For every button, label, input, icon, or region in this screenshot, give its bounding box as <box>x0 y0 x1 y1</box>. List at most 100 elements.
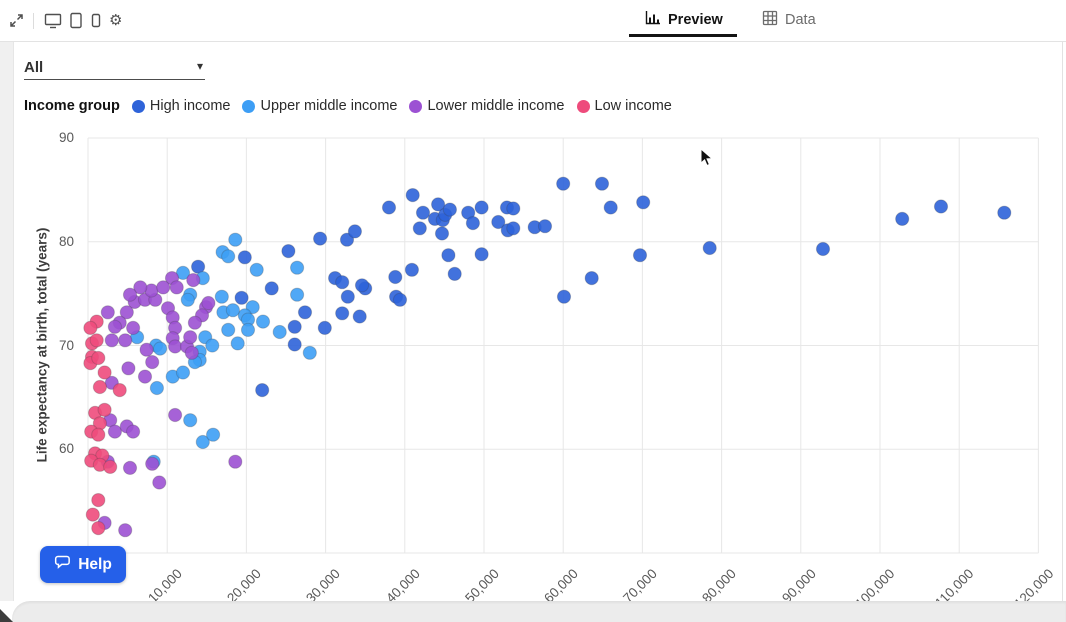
data-point[interactable] <box>702 240 717 256</box>
data-point[interactable] <box>183 413 198 428</box>
data-point[interactable] <box>92 379 108 395</box>
data-point[interactable] <box>149 380 164 396</box>
data-point[interactable] <box>153 341 168 356</box>
data-point[interactable] <box>506 201 521 216</box>
data-point[interactable] <box>139 342 154 357</box>
data-point[interactable] <box>184 345 199 360</box>
expand-icon[interactable] <box>8 12 25 34</box>
data-point[interactable] <box>214 289 229 304</box>
data-point[interactable] <box>636 195 651 210</box>
data-point[interactable] <box>221 322 236 337</box>
legend-item-2[interactable]: Lower middle income <box>409 98 565 114</box>
data-point[interactable] <box>340 289 355 304</box>
data-point[interactable] <box>91 493 106 508</box>
data-point[interactable] <box>206 427 221 442</box>
data-point[interactable] <box>187 315 202 330</box>
data-point[interactable] <box>441 248 456 263</box>
data-point[interactable] <box>287 337 302 352</box>
data-point[interactable] <box>175 365 191 380</box>
data-point[interactable] <box>388 269 403 285</box>
data-point[interactable] <box>152 475 167 490</box>
data-point[interactable] <box>205 338 220 353</box>
data-point[interactable] <box>404 262 419 277</box>
data-point[interactable] <box>221 249 236 264</box>
data-point[interactable] <box>240 322 256 337</box>
data-point[interactable] <box>186 273 201 288</box>
data-point[interactable] <box>434 226 450 241</box>
help-button[interactable]: Help <box>40 546 126 583</box>
data-point[interactable] <box>107 319 123 334</box>
data-point[interactable] <box>556 289 572 304</box>
data-point[interactable] <box>91 521 106 536</box>
data-point[interactable] <box>183 330 198 345</box>
data-point[interactable] <box>168 339 183 354</box>
data-point[interactable] <box>302 345 317 360</box>
data-point[interactable] <box>191 259 206 274</box>
data-point[interactable] <box>175 265 191 280</box>
data-point[interactable] <box>335 306 350 321</box>
data-point[interactable] <box>97 402 112 417</box>
data-point[interactable] <box>225 303 240 318</box>
data-point[interactable] <box>347 224 362 239</box>
data-point[interactable] <box>594 176 610 191</box>
data-point[interactable] <box>119 305 134 320</box>
data-point[interactable] <box>126 424 141 439</box>
data-point[interactable] <box>290 287 305 302</box>
legend-item-3[interactable]: Low income <box>576 98 672 114</box>
data-point[interactable] <box>195 434 210 450</box>
data-point[interactable] <box>89 333 104 348</box>
tab-data[interactable]: Data <box>762 0 816 40</box>
data-point[interactable] <box>997 205 1012 220</box>
desktop-preview-icon[interactable] <box>44 12 62 34</box>
data-point[interactable] <box>297 305 313 320</box>
data-point[interactable] <box>412 221 427 236</box>
data-point[interactable] <box>169 280 184 295</box>
data-point[interactable] <box>313 231 328 246</box>
data-point[interactable] <box>121 361 136 376</box>
data-point[interactable] <box>156 280 171 295</box>
data-point[interactable] <box>933 199 949 214</box>
data-point[interactable] <box>537 219 553 234</box>
data-point[interactable] <box>603 200 618 215</box>
data-point[interactable] <box>447 266 462 281</box>
data-point[interactable] <box>491 214 506 230</box>
data-point[interactable] <box>354 278 370 293</box>
income-filter-select[interactable]: All ▾ <box>24 55 205 80</box>
data-point[interactable] <box>290 260 305 275</box>
data-point[interactable] <box>100 305 115 320</box>
data-point[interactable] <box>104 333 119 348</box>
data-point[interactable] <box>272 324 287 340</box>
data-point[interactable] <box>122 287 138 302</box>
data-point[interactable] <box>381 200 397 215</box>
data-point[interactable] <box>255 314 271 329</box>
data-point[interactable] <box>506 221 521 236</box>
data-point[interactable] <box>133 280 148 295</box>
data-point[interactable] <box>103 459 118 474</box>
data-point[interactable] <box>145 355 160 370</box>
data-point[interactable] <box>815 241 831 257</box>
data-point[interactable] <box>145 456 160 471</box>
data-point[interactable] <box>632 248 648 263</box>
data-point[interactable] <box>465 216 480 231</box>
data-point[interactable] <box>352 309 367 324</box>
data-point[interactable] <box>230 336 245 351</box>
data-point[interactable] <box>168 407 183 423</box>
data-point[interactable] <box>895 211 910 226</box>
data-point[interactable] <box>317 320 332 335</box>
data-point[interactable] <box>85 507 100 522</box>
data-point[interactable] <box>91 427 106 442</box>
data-point[interactable] <box>287 319 302 334</box>
data-point[interactable] <box>415 205 431 220</box>
data-point[interactable] <box>97 365 112 380</box>
data-point[interactable] <box>228 232 243 247</box>
mobile-preview-icon[interactable] <box>90 12 102 34</box>
data-point[interactable] <box>228 454 243 469</box>
data-point[interactable] <box>474 247 489 262</box>
legend-item-1[interactable]: Upper middle income <box>242 98 397 114</box>
data-point[interactable] <box>556 176 571 191</box>
data-point[interactable] <box>180 292 195 307</box>
data-point[interactable] <box>83 320 98 335</box>
data-point[interactable] <box>237 250 252 265</box>
data-point[interactable] <box>249 262 264 277</box>
data-point[interactable] <box>431 197 446 212</box>
